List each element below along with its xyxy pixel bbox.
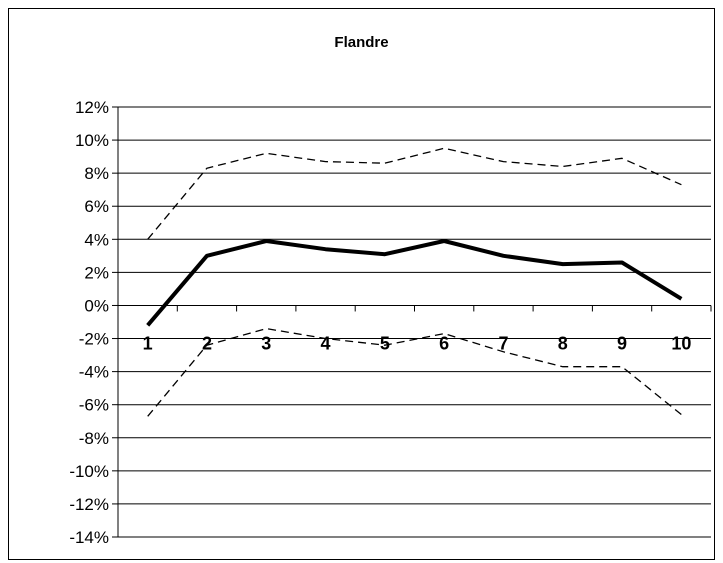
series-line-1 [146,239,683,327]
y-tick-label: -8% [79,429,109,448]
x-tick-label: 2 [202,333,212,353]
x-tick-label: 3 [261,333,271,353]
y-tick-label: 2% [84,263,109,282]
x-tick-label: 8 [558,333,568,353]
y-tick-label: -10% [69,462,109,481]
gridlines [118,106,711,538]
y-tick-label: 12% [75,98,109,117]
x-tick-label: 1 [143,333,153,353]
x-tick-label: 9 [617,333,627,353]
chart-area [8,8,715,560]
series-line-3 [147,327,682,417]
y-tick-label: 10% [75,131,109,150]
y-tick-label: 8% [84,164,109,183]
y-tick-label: 0% [84,296,109,315]
y-tick-label: 4% [84,230,109,249]
y-tick-label: -14% [69,528,109,547]
y-tick-label: -12% [69,495,109,514]
y-tick-label: -6% [79,396,109,415]
series-line-2 [147,147,682,240]
y-tick-label: 6% [84,197,109,216]
x-axis-tick-labels: 1 2 3 4 5 6 7 8 9 10 [143,333,692,353]
chart-title: Flandre [334,34,389,51]
x-tick-label: 10 [671,333,691,353]
y-axis-tick-labels: 12% 10% 8% 6% 4% 2% 0% -2% -4% -6% -8% -10% -12% -14% [69,98,109,547]
x-tick-label: 4 [321,333,331,353]
axes [112,106,712,538]
y-tick-label: -2% [79,330,109,349]
x-tick-label: 5 [380,333,390,353]
x-tick-label: 6 [439,333,449,353]
x-tick-label: 7 [498,333,508,353]
y-tick-label: -4% [79,363,109,382]
series-lines [146,147,683,417]
